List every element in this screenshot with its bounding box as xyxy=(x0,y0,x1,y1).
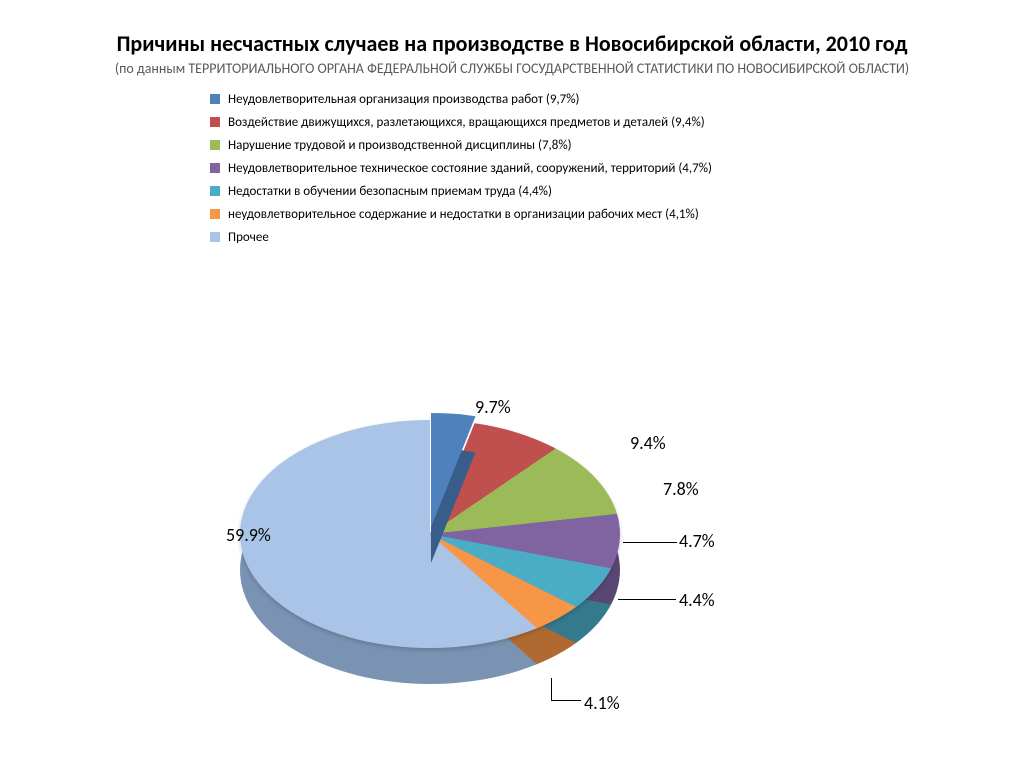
leader-line xyxy=(551,678,552,700)
legend-item: неудовлетворительное содержание и недост… xyxy=(210,207,984,222)
legend-item: Неудовлетворительное техническое состоян… xyxy=(210,161,984,176)
slide: Причины несчастных случаев на производст… xyxy=(0,0,1024,768)
legend-swatch xyxy=(210,117,220,127)
legend: Неудовлетворительная организация произво… xyxy=(210,92,984,245)
pie-slice-label: 4.4% xyxy=(679,589,715,611)
legend-item: Нарушение трудовой и производственной ди… xyxy=(210,138,984,153)
leader-line xyxy=(551,700,581,701)
legend-item: Неудовлетворительная организация произво… xyxy=(210,92,984,107)
pie-slice-label: 59.9% xyxy=(226,524,271,546)
legend-item: Недостатки в обучении безопасным приемам… xyxy=(210,184,984,199)
legend-swatch xyxy=(210,140,220,150)
pie-slice-label: 9.7% xyxy=(475,396,511,418)
legend-swatch xyxy=(210,94,220,104)
pie-slice-label: 9.4% xyxy=(630,432,666,454)
chart-subtitle: (по данным ТЕРРИТОРИАЛЬНОГО ОРГАНА ФЕДЕР… xyxy=(70,60,954,78)
legend-label: Нарушение трудовой и производственной ди… xyxy=(228,138,572,153)
pie-slice-label: 4.1% xyxy=(584,692,620,714)
leader-line xyxy=(623,542,677,543)
pie-chart: 9.7%9.4%7.8%4.7%4.4%4.1%59.9% xyxy=(120,400,880,740)
pie-slice-label: 4.7% xyxy=(679,530,715,552)
legend-item: Прочее xyxy=(210,230,984,245)
pie-slice-label: 7.8% xyxy=(663,478,699,500)
legend-swatch xyxy=(210,209,220,219)
legend-label: Прочее xyxy=(228,230,269,245)
legend-label: неудовлетворительное содержание и недост… xyxy=(228,207,699,222)
chart-title: Причины несчастных случаев на производст… xyxy=(80,30,944,58)
leader-line xyxy=(618,599,676,600)
legend-swatch xyxy=(210,163,220,173)
legend-label: Неудовлетворительное техническое состоян… xyxy=(228,161,712,176)
legend-label: Воздействие движущихся, разлетающихся, в… xyxy=(228,115,705,130)
legend-item: Воздействие движущихся, разлетающихся, в… xyxy=(210,115,984,130)
legend-swatch xyxy=(210,186,220,196)
legend-label: Неудовлетворительная организация произво… xyxy=(228,92,579,107)
legend-label: Недостатки в обучении безопасным приемам… xyxy=(228,184,552,199)
legend-swatch xyxy=(210,232,220,242)
